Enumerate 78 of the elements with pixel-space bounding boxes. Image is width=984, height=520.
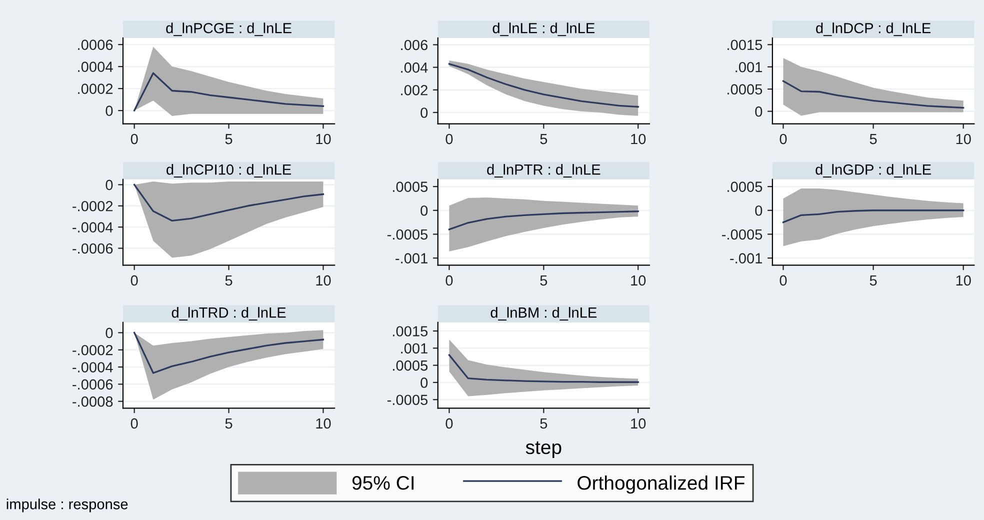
chart-title: d_lnBM : d_lnLE <box>490 307 597 320</box>
chart-title: d_lnTRD : d_lnLE <box>172 307 286 320</box>
line-series <box>134 184 324 222</box>
y-tick-label: -.0004 <box>72 222 113 232</box>
y-tick-label: -.001 <box>396 253 428 264</box>
y-tick-label: -.0005 <box>387 229 428 240</box>
x-tick-label: 10 <box>631 418 646 429</box>
line-series <box>782 210 964 224</box>
text: Orthogonalized IRF <box>578 476 744 494</box>
y-tick-label: .006 <box>401 40 428 50</box>
y-tick-label: 0 <box>755 205 762 216</box>
y-tick-label: .004 <box>401 62 428 73</box>
line-series <box>448 63 639 108</box>
y-tick-label: .0005 <box>393 182 428 192</box>
x-tick-label: 0 <box>130 275 138 286</box>
x-axis-title: step <box>526 441 562 458</box>
y-tick-label: .0004 <box>78 62 113 72</box>
x-tick-label: 0 <box>130 134 138 144</box>
line-series <box>448 210 639 230</box>
x-tick-label: 5 <box>225 418 232 429</box>
x-tick-label: 10 <box>956 275 971 286</box>
chart-title: d_lnLE : d_lnLE <box>492 22 595 36</box>
x-tick-label: 0 <box>446 418 453 429</box>
y-tick-label: .0015 <box>728 40 762 50</box>
line-series <box>134 332 324 374</box>
x-tick-label: 10 <box>316 418 331 429</box>
x-tick-label: 10 <box>316 134 331 144</box>
chart-title: d_lnGDP : d_lnLE <box>816 164 931 178</box>
y-tick-label: 0 <box>106 180 113 190</box>
chart-title: d_lnDCP : d_lnLE <box>816 22 931 36</box>
y-tick-label: -.001 <box>730 253 762 264</box>
y-tick-label: -.0002 <box>72 200 113 212</box>
y-tick-label: .001 <box>401 343 428 354</box>
x-tick-label: 5 <box>225 134 232 144</box>
text: impulse : response <box>6 498 128 512</box>
y-tick-label: -.0006 <box>72 243 113 254</box>
y-tick-label: 0 <box>106 328 113 338</box>
y-tick-label: .0006 <box>78 40 113 50</box>
legend-title: 95% CI <box>352 476 414 490</box>
x-tick-label: 5 <box>225 275 232 286</box>
chart-title: d_lnPTR : d_lnLE <box>487 164 600 178</box>
x-tick-label: 5 <box>870 275 877 286</box>
x-tick-label: 10 <box>631 134 646 144</box>
y-tick-label: -.0004 <box>72 362 113 372</box>
y-tick-label: .0005 <box>728 84 762 95</box>
x-tick-label: 10 <box>956 134 971 144</box>
y-tick-label: 0 <box>420 108 428 118</box>
y-tick-label: .0002 <box>78 84 113 94</box>
y-tick-label: 0 <box>755 106 762 117</box>
y-tick-label: .002 <box>401 84 428 96</box>
line-series <box>782 80 964 109</box>
chart-title: d_lnPCGE : d_lnLE <box>166 22 292 36</box>
x-tick-label: 0 <box>780 275 787 286</box>
y-tick-label: 0 <box>420 378 428 388</box>
y-tick-label: -.0006 <box>72 379 113 390</box>
x-tick-label: 0 <box>446 134 453 144</box>
x-tick-label: 0 <box>780 134 787 144</box>
y-tick-label: -.0008 <box>72 396 113 407</box>
line-series <box>134 72 324 112</box>
x-tick-label: 0 <box>130 418 138 429</box>
x-tick-label: 10 <box>631 275 646 286</box>
chart-title: d_lnCPI10 : d_lnLE <box>166 164 291 178</box>
x-tick-label: 0 <box>446 275 453 286</box>
y-tick-label: .0015 <box>393 326 428 336</box>
x-tick-label: 5 <box>540 418 548 429</box>
x-tick-label: 10 <box>316 275 331 286</box>
y-tick-label: .001 <box>736 62 762 72</box>
y-tick-label: .0005 <box>728 182 762 192</box>
y-tick-label: -.0005 <box>387 394 428 406</box>
x-tick-label: 5 <box>870 134 877 144</box>
y-tick-label: 0 <box>106 106 113 116</box>
line-series <box>448 354 639 383</box>
y-tick-label: 0 <box>420 205 428 216</box>
x-tick-label: 5 <box>540 275 548 286</box>
y-tick-label: .0005 <box>393 360 428 371</box>
y-tick-label: -.0005 <box>722 229 762 240</box>
x-tick-label: 5 <box>540 134 548 144</box>
y-tick-label: -.0002 <box>72 344 113 356</box>
